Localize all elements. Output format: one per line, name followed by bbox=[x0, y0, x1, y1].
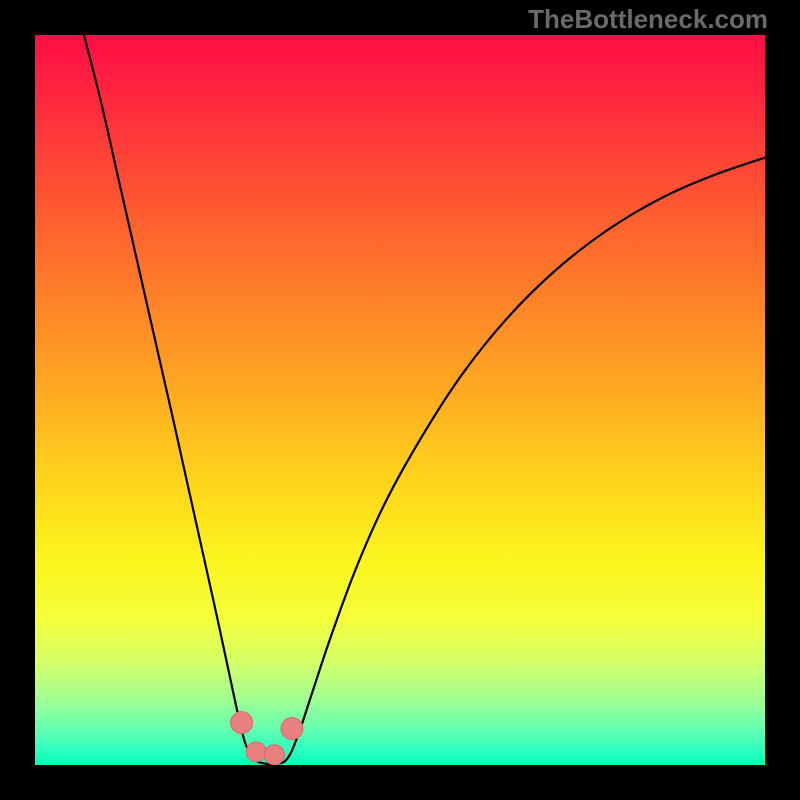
marker-dot bbox=[264, 745, 284, 765]
plot-area bbox=[35, 35, 765, 765]
marker-dot bbox=[231, 712, 253, 734]
watermark-text: TheBottleneck.com bbox=[528, 4, 768, 35]
chart-container: TheBottleneck.com bbox=[0, 0, 800, 800]
marker-dot bbox=[281, 718, 303, 740]
marker-dot bbox=[246, 742, 266, 762]
marker-group bbox=[231, 712, 303, 765]
v-curve bbox=[84, 35, 765, 764]
chart-svg bbox=[35, 35, 765, 765]
